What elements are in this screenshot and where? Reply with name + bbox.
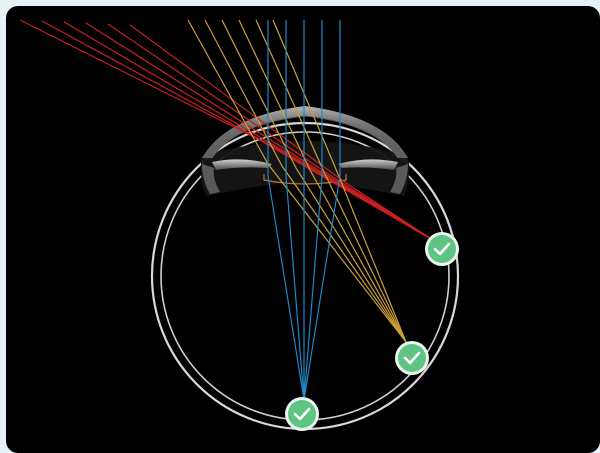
yellow-ray [221,19,407,343]
red-ray [129,24,437,243]
yellow-ray [272,19,407,343]
sclera-band [200,141,410,196]
check-icon [403,351,421,365]
blue-ray [303,20,341,401]
ciliary-right [390,164,408,194]
yellow-ray [238,19,407,343]
blue-rays [267,20,341,401]
check-icon [433,242,451,256]
blue-ray [267,20,305,401]
cornea-inner-edge [211,115,399,159]
diagram-panel [6,6,600,453]
red-rays [19,19,437,243]
blue-ray [303,20,323,401]
badge-disc [398,344,426,372]
badge-lower-right [395,341,429,375]
cornea [202,106,408,158]
badge-disc [288,400,316,428]
iris-left [212,159,272,170]
red-ray [85,22,437,243]
yellow-rays [187,19,407,343]
yellow-ray [255,19,407,343]
ciliary-left [202,164,220,194]
yellow-ray [204,19,407,343]
focus-indicators [285,232,459,431]
badge-disc [428,235,456,263]
blue-ray [285,20,305,401]
light-rays [19,19,437,401]
anterior-segment [200,106,410,196]
eye-ray-diagram [19,19,460,431]
check-icon [293,407,311,421]
badge-bottom [285,397,319,431]
iris-right [338,159,398,170]
badge-right [425,232,459,266]
red-ray [107,23,437,243]
